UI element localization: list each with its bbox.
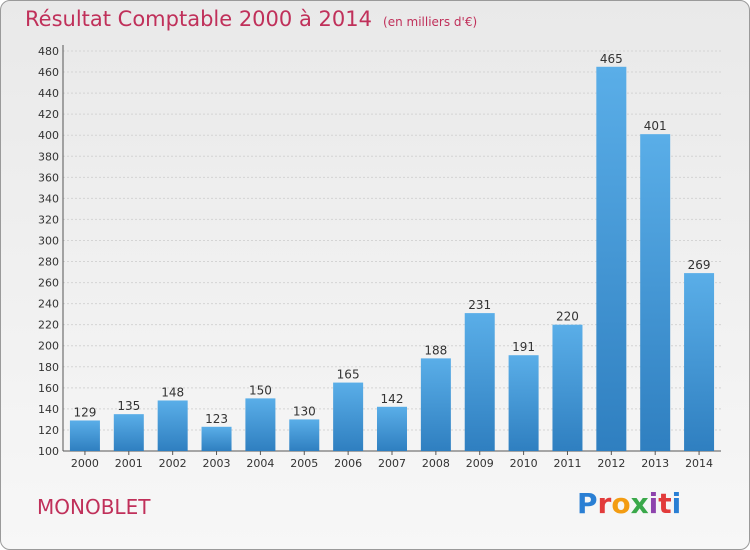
y-tick-label: 240	[38, 298, 59, 311]
y-tick-label: 260	[38, 277, 59, 290]
bar	[377, 406, 407, 451]
logo-letter: x	[630, 487, 649, 520]
bar	[333, 382, 364, 451]
bar	[464, 313, 495, 451]
x-tick-label: 2008	[422, 457, 450, 470]
y-tick-label: 220	[38, 319, 59, 332]
y-tick-label: 480	[38, 45, 59, 58]
y-tick-label: 180	[38, 361, 59, 374]
bar	[684, 273, 715, 451]
y-tick-label: 300	[38, 234, 59, 247]
bar-value-label: 188	[424, 343, 447, 357]
bar-value-label: 142	[381, 392, 404, 406]
x-tick-label: 2009	[466, 457, 494, 470]
y-tick-label: 400	[38, 129, 59, 142]
bar-value-label: 231	[468, 298, 491, 312]
y-tick-label: 200	[38, 340, 59, 353]
logo-letter: r	[597, 487, 612, 520]
y-tick-label: 460	[38, 66, 59, 79]
bar	[508, 355, 539, 451]
axis-layer: 100 120 140 160 180 200 220 240 260 280 300 320 340 3…	[38, 45, 721, 470]
bar	[69, 420, 100, 451]
logo-letter: i	[648, 487, 659, 520]
title-row: Résultat Comptable 2000 à 2014 (en milli…	[25, 7, 477, 31]
bar-value-label: 269	[688, 258, 711, 272]
bar-value-label: 220	[556, 310, 579, 324]
bar	[596, 66, 627, 451]
bar	[420, 358, 451, 451]
bar	[201, 426, 232, 451]
bar	[113, 414, 144, 451]
bar	[289, 419, 320, 451]
bar	[552, 324, 583, 451]
x-tick-label: 2006	[334, 457, 362, 470]
bar-value-label: 129	[73, 405, 96, 419]
y-tick-label: 160	[38, 382, 59, 395]
y-tick-label: 340	[38, 192, 59, 205]
bar-value-label: 401	[644, 119, 667, 133]
y-tick-label: 100	[38, 445, 59, 458]
x-tick-label: 2003	[203, 457, 231, 470]
y-tick-label: 440	[38, 87, 59, 100]
bar-value-label: 123	[205, 412, 228, 426]
logo-letter: o	[611, 487, 631, 520]
y-tick-label: 320	[38, 213, 59, 226]
y-tick-label: 420	[38, 108, 59, 121]
bar	[640, 134, 671, 451]
chart-title: Résultat Comptable 2000 à 2014	[25, 7, 372, 31]
y-tick-label: 280	[38, 256, 59, 269]
logo-letter: i	[671, 487, 682, 520]
bar-value-label: 135	[117, 399, 140, 413]
x-tick-label: 2005	[290, 457, 318, 470]
bar	[157, 400, 188, 451]
bar-value-label: 465	[600, 52, 623, 66]
y-tick-label: 140	[38, 403, 59, 416]
y-tick-label: 380	[38, 150, 59, 163]
x-tick-label: 2011	[553, 457, 581, 470]
bar-value-label: 130	[293, 404, 316, 418]
x-tick-label: 2007	[378, 457, 406, 470]
bar-value-label: 165	[337, 368, 360, 382]
proxiti-logo: Proxiti	[577, 487, 681, 520]
logo-letter: P	[577, 487, 598, 520]
x-tick-label: 2012	[597, 457, 625, 470]
x-tick-label: 2000	[71, 457, 99, 470]
y-tick-label: 360	[38, 171, 59, 184]
x-tick-label: 2004	[246, 457, 274, 470]
bar-value-label: 148	[161, 385, 184, 399]
x-tick-label: 2001	[115, 457, 143, 470]
bar-value-label: 150	[249, 383, 272, 397]
chart-subtitle: (en milliers d'€)	[383, 15, 478, 29]
logo-letter: t	[658, 487, 672, 520]
commune-name: MONOBLET	[37, 495, 151, 519]
y-tick-label: 120	[38, 424, 59, 437]
bar-value-label: 191	[512, 340, 535, 354]
bar	[245, 398, 276, 451]
label-layer: 129 135 148 123 150 130 165 142 188 231 191 220 465 4…	[73, 52, 710, 426]
bar-layer	[69, 66, 715, 451]
x-tick-label: 2014	[685, 457, 713, 470]
x-tick-label: 2013	[641, 457, 669, 470]
x-tick-label: 2002	[159, 457, 187, 470]
x-tick-label: 2010	[510, 457, 538, 470]
